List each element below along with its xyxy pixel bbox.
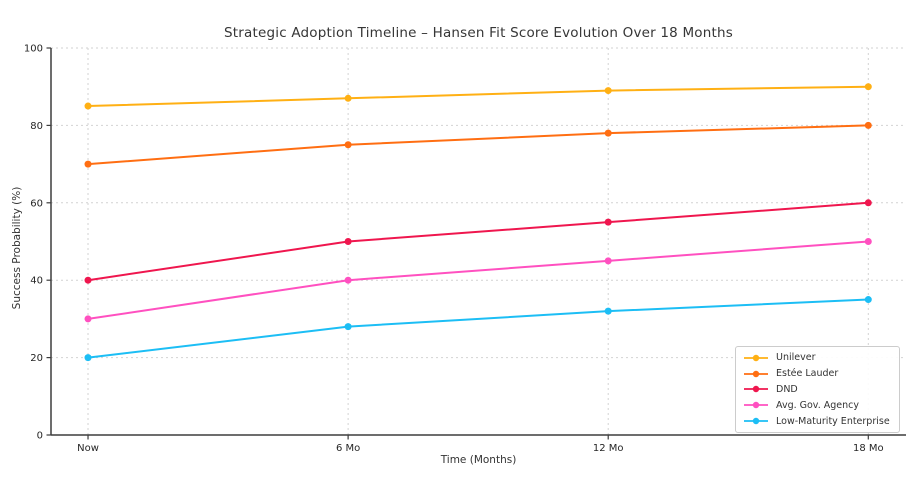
- legend-marker: [752, 354, 760, 362]
- legend-label: Avg. Gov. Agency: [776, 399, 859, 411]
- data-point: [84, 354, 92, 362]
- data-point: [604, 257, 612, 265]
- legend-swatch-icon: [744, 354, 768, 362]
- data-point: [604, 218, 612, 226]
- x-tick-label: 6 Mo: [336, 443, 360, 454]
- legend-marker: [752, 386, 760, 393]
- legend-swatch-icon: [744, 402, 768, 409]
- y-tick-label: 100: [24, 44, 43, 55]
- series-line-dnd: [87, 201, 870, 282]
- data-point: [84, 160, 92, 168]
- chart-title: Strategic Adoption Timeline – Hansen Fit…: [224, 25, 733, 41]
- data-point: [344, 94, 352, 102]
- data-point: [84, 315, 92, 323]
- data-point: [604, 87, 612, 95]
- data-point: [604, 129, 612, 137]
- y-tick-label: 40: [30, 276, 43, 287]
- legend-swatch-icon: [744, 417, 768, 425]
- legend-label: Unilever: [776, 352, 816, 364]
- data-point: [344, 141, 352, 149]
- data-point: [344, 238, 352, 245]
- data-point: [604, 307, 612, 315]
- data-point: [864, 199, 872, 207]
- y-tick-label: 80: [30, 121, 43, 132]
- data-point: [84, 102, 92, 110]
- data-point: [864, 83, 872, 91]
- legend-marker: [752, 417, 760, 425]
- data-point: [864, 296, 872, 304]
- legend-label: Low-Maturity Enterprise: [776, 415, 890, 427]
- legend-marker: [752, 370, 760, 377]
- x-tick-label: 12 Mo: [593, 443, 624, 454]
- data-point: [344, 276, 352, 284]
- legend-item: DND: [743, 382, 892, 398]
- y-tick-label: 20: [30, 353, 43, 364]
- x-tick-label: 18 Mo: [853, 443, 884, 454]
- legend-marker: [752, 402, 760, 409]
- legend: Unilever Estée Lauder DND Avg. Gov. Agency L…: [735, 346, 900, 433]
- data-point: [864, 121, 872, 129]
- data-point: [84, 276, 92, 284]
- legend-item: Estée Lauder: [743, 366, 892, 382]
- legend-label: Estée Lauder: [776, 368, 839, 380]
- legend-label: DND: [776, 383, 798, 395]
- legend-item: Low-Maturity Enterprise: [743, 413, 892, 429]
- y-tick-label: 60: [30, 198, 43, 209]
- x-axis-label: Time (Months): [440, 454, 517, 466]
- data-point: [864, 238, 872, 245]
- series-line-unilever: [87, 85, 870, 108]
- series-line-low-maturity-enterprise: [87, 298, 870, 359]
- legend-item: Unilever: [743, 350, 892, 366]
- legend-item: Avg. Gov. Agency: [743, 397, 892, 413]
- x-tick-label: Now: [77, 443, 99, 454]
- series-line-est-e-lauder: [87, 124, 870, 166]
- legend-swatch-icon: [744, 386, 768, 393]
- data-point: [344, 323, 352, 331]
- y-tick-label: 0: [37, 431, 43, 442]
- series-line-avg-gov-agency: [87, 240, 870, 320]
- legend-swatch-icon: [744, 370, 768, 377]
